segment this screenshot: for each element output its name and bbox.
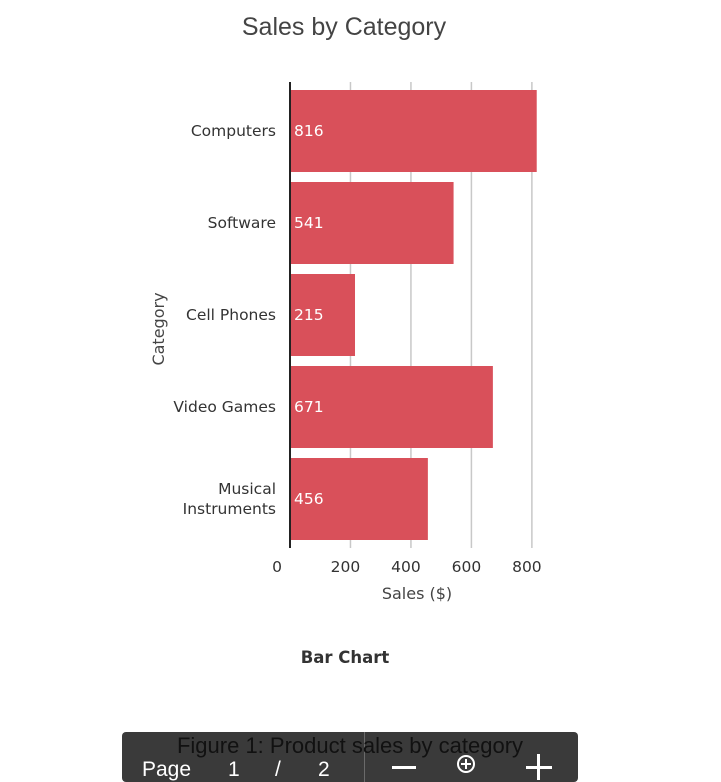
category-label: Video Games <box>173 398 276 416</box>
bar <box>290 458 428 540</box>
x-tick-label: 400 <box>391 558 421 576</box>
bar-chart: Sales by Category 816 541 215 671 456 0 200 40… <box>149 13 542 603</box>
page-separator: / <box>275 758 281 781</box>
chart-title: Sales by Category <box>242 13 447 41</box>
category-label: Computers <box>191 122 276 140</box>
figure-caption: Figure 1: Product sales by category <box>176 733 524 758</box>
y-axis-categories: Computers Software Cell Phones Video Games M… <box>173 122 276 518</box>
bars: 816 541 215 671 456 <box>290 90 537 540</box>
bar <box>290 274 356 356</box>
x-tick-label: 200 <box>331 558 361 576</box>
data-label: 456 <box>294 490 324 508</box>
pdf-viewer-toolbar: Figure 1: Product sales by category Page… <box>122 732 578 782</box>
category-label: Musical <box>218 480 276 498</box>
total-pages: 2 <box>318 758 330 781</box>
category-label: Cell Phones <box>186 306 276 324</box>
x-tick-label: 800 <box>512 558 542 576</box>
plus-icon[interactable] <box>526 754 552 780</box>
bar <box>290 90 537 172</box>
x-axis-ticks: 0 200 400 600 800 <box>272 558 542 576</box>
current-page-input[interactable]: 1 <box>228 758 240 781</box>
data-label: 671 <box>294 398 324 416</box>
bar <box>290 182 454 264</box>
category-label: Instruments <box>183 500 276 518</box>
data-label: 215 <box>294 306 324 324</box>
chart-caption: Bar Chart <box>300 648 390 667</box>
y-axis-title: Category <box>149 292 168 365</box>
data-label: 816 <box>294 122 324 140</box>
bar <box>290 366 493 448</box>
page-label: Page <box>142 758 192 781</box>
minus-icon[interactable] <box>392 766 416 769</box>
x-tick-label: 600 <box>452 558 482 576</box>
toolbar-divider <box>364 732 365 782</box>
x-axis-title: Sales ($) <box>382 584 452 603</box>
category-label: Software <box>208 214 276 232</box>
x-tick-label: 0 <box>272 558 282 576</box>
data-label: 541 <box>294 214 324 232</box>
